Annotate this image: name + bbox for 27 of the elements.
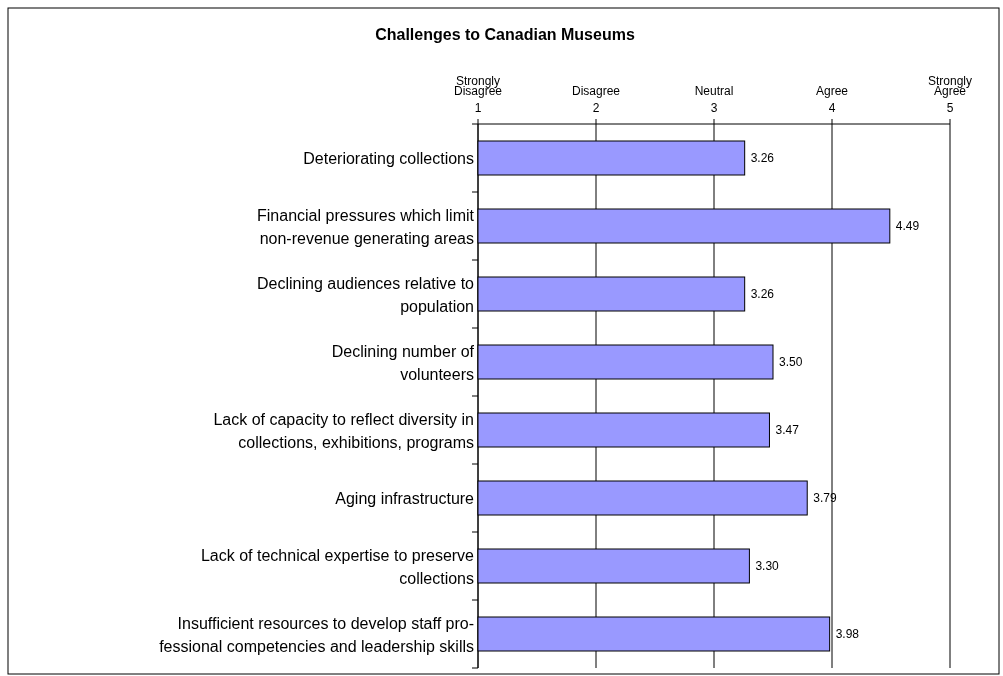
x-tick-label: 2 xyxy=(592,101,600,115)
text: Disagree xyxy=(571,84,621,98)
text: Strongly Disagree xyxy=(453,74,503,98)
y-tick-label: Lack of capacity to reflect diversity in collections, exhibitions, programs xyxy=(213,411,474,451)
x-tick-label: 3 xyxy=(710,101,718,115)
y-tick-label: Aging infrastructure xyxy=(335,490,475,507)
data-label: 3.50 xyxy=(779,355,803,369)
data-label: 3.79 xyxy=(813,491,837,505)
y-tick-label: Financial pressures which limit non-revenue generating areas xyxy=(257,207,475,247)
data-label: 3.26 xyxy=(750,151,775,165)
data-label: 3.30 xyxy=(755,559,780,573)
x-tick-label: 1 xyxy=(474,101,482,115)
y-tick-label: Deteriorating collections xyxy=(303,150,474,167)
data-label: 4.49 xyxy=(895,219,920,233)
x-tick-label: 5 xyxy=(946,101,954,115)
text: Agree xyxy=(815,84,849,98)
y-tick-label: Lack of technical expertise to preserve collections xyxy=(200,547,475,587)
x-tick-label: 4 xyxy=(828,101,836,115)
y-tick-label: Declining audiences relative to population xyxy=(256,275,475,315)
y-tick-label: Declining number of volunteers xyxy=(331,343,475,383)
text: Strongly Agree xyxy=(927,74,973,98)
data-label: 3.98 xyxy=(835,627,860,641)
chart-title: Challenges to Canadian Museums xyxy=(375,26,635,43)
data-label: 3.26 xyxy=(750,287,775,301)
text: Neutral xyxy=(694,84,734,98)
data-label: 3.47 xyxy=(775,423,800,437)
y-tick-label: Insufficient resources to develop staff pro- fessional competencies and leadership skills xyxy=(159,615,474,655)
